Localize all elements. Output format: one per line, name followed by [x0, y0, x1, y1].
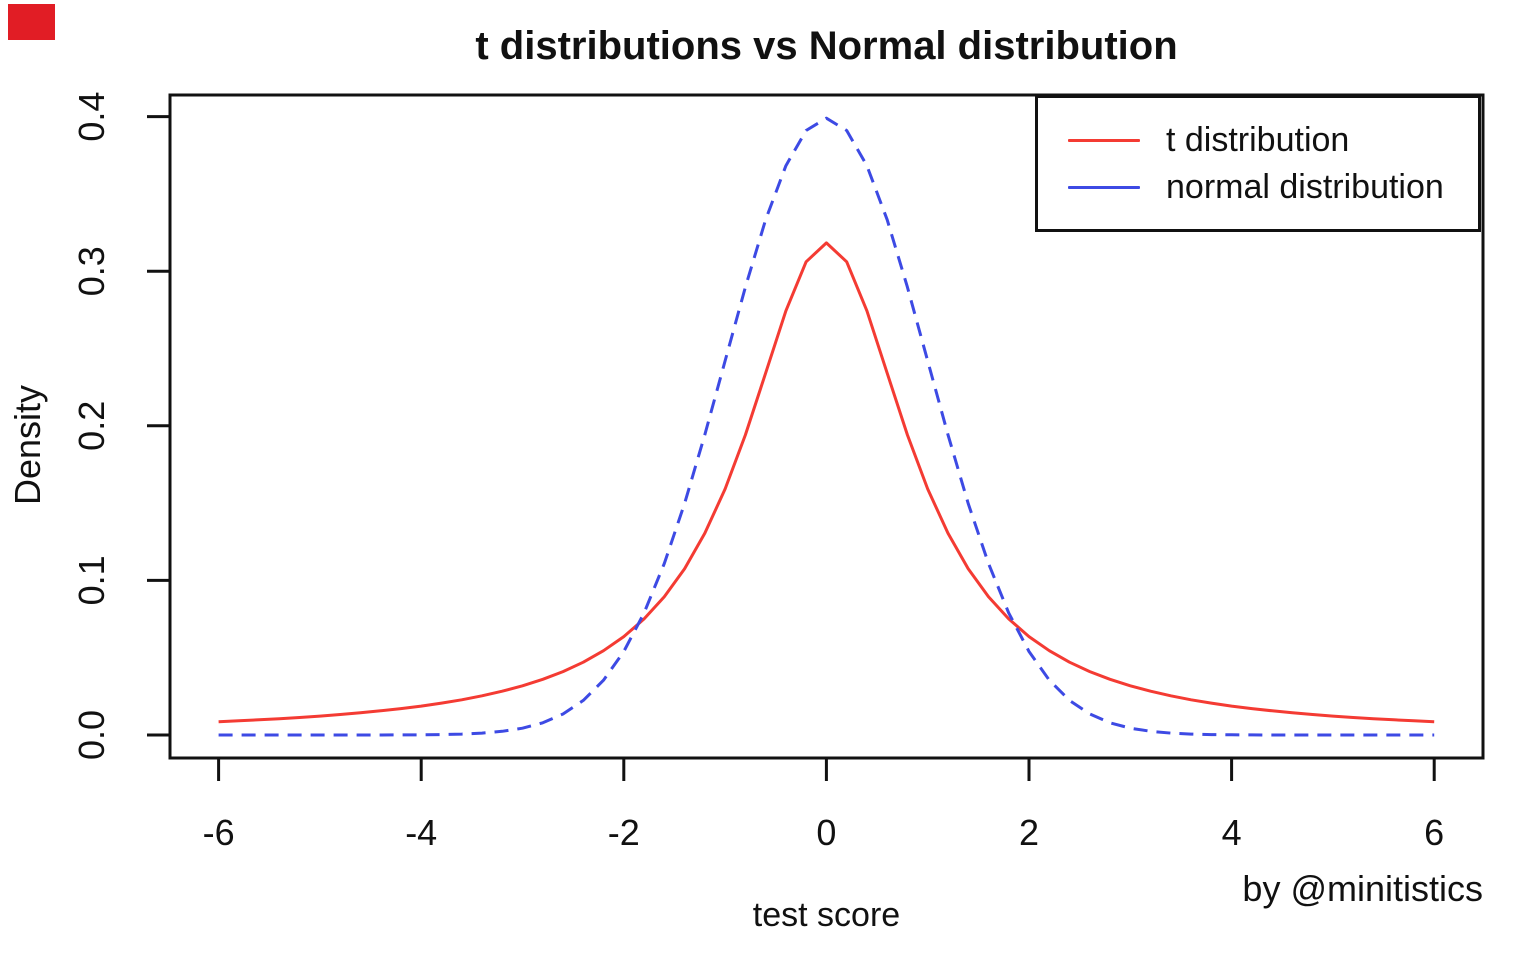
y-tick-label: 0.1	[71, 555, 112, 605]
legend-line-normal-distribution	[1068, 185, 1140, 189]
normal-distribution-curve	[218, 116, 1435, 737]
x-axis-label: test score	[752, 896, 901, 934]
x-tick-label: 0	[816, 812, 836, 853]
attribution: by @minitistics	[1242, 868, 1483, 909]
legend-label: normal distribution	[1166, 168, 1444, 206]
y-axis-label: Density	[7, 384, 48, 506]
red-corner-marker	[8, 4, 55, 40]
x-tick-label: -2	[608, 812, 640, 853]
x-tick-label: -6	[203, 812, 235, 853]
x-tick-label: 2	[1019, 812, 1039, 853]
legend-line-t-distribution	[1068, 138, 1140, 142]
y-tick-label: 0.4	[71, 92, 112, 142]
x-tick-label: 4	[1222, 812, 1242, 853]
legend-row-t-distribution: t distribution	[1068, 121, 1478, 159]
legend: t distribution normal distribution	[1035, 95, 1481, 232]
x-tick-label: 6	[1424, 812, 1444, 853]
x-tick-label: -4	[405, 812, 437, 853]
y-tick-label: 0.3	[71, 246, 112, 296]
chart-title: t distributions vs Normal distribution	[475, 24, 1178, 68]
legend-label: t distribution	[1166, 121, 1350, 159]
y-tick-label: 0.0	[71, 710, 112, 760]
y-tick-label: 0.2	[71, 401, 112, 451]
t-distribution-curve	[218, 241, 1435, 724]
legend-row-normal-distribution: normal distribution	[1068, 168, 1478, 206]
